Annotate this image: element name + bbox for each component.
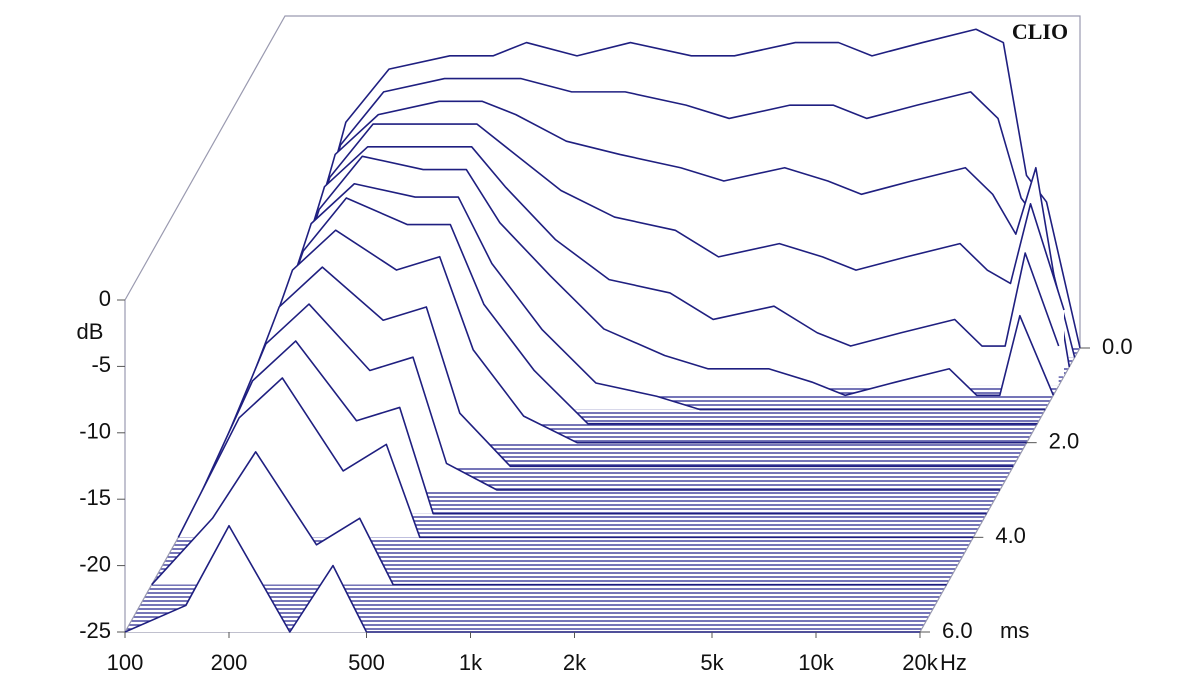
- slice-line: [249, 182, 1046, 411]
- slice-line: [273, 100, 1071, 368]
- slice-line: [204, 303, 1000, 491]
- slice-line: [217, 266, 1014, 468]
- slice-line: [268, 123, 1065, 377]
- slice-fill: [125, 525, 920, 632]
- x-unit: Hz: [940, 650, 967, 675]
- slice-line: [241, 197, 1038, 425]
- y-tick-label: -25: [79, 618, 111, 643]
- slice-line: [278, 77, 1076, 358]
- x-tick-label: 500: [348, 650, 385, 675]
- slice-line: [230, 229, 1027, 444]
- y-tick-label: -5: [91, 352, 111, 377]
- x-tick-label: 1k: [459, 650, 483, 675]
- y-tick-label: -15: [79, 485, 111, 510]
- slice-fill: [178, 377, 974, 538]
- slice-line: [262, 146, 1060, 387]
- x-tick-label: 5k: [700, 650, 724, 675]
- axis-labels: 0 -5 -10 -15 -20 -25 dB 100 200 500 1k 2k 5k 10k 20k Hz…: [77, 286, 1133, 675]
- z-tick-label: 2.0: [1049, 428, 1080, 453]
- waterfall: [124, 28, 1081, 633]
- slice-line: [177, 377, 974, 539]
- z-tick-label: 6.0: [942, 618, 973, 643]
- z-tick-label: 0.0: [1102, 334, 1133, 359]
- wall-edge: [124, 15, 1081, 632]
- z-tick-label: 4.0: [995, 523, 1026, 548]
- y-unit: dB: [77, 319, 104, 344]
- x-tick-label: 10k: [798, 650, 834, 675]
- z-unit: ms: [1000, 618, 1029, 643]
- slice-line: [190, 340, 987, 515]
- slice-line: [257, 155, 1055, 397]
- y-tick-label: 0: [99, 286, 111, 311]
- slice-fill: [151, 451, 947, 585]
- slice-line: [151, 451, 947, 586]
- x-tick-label: 20k: [902, 650, 938, 675]
- x-tick-label: 100: [107, 650, 144, 675]
- x-tick-label: 200: [211, 650, 248, 675]
- x-tick-label: 2k: [563, 650, 587, 675]
- slice-line: [284, 28, 1081, 349]
- brand: CLIO: [1012, 19, 1068, 44]
- y-tick-label: -10: [79, 419, 111, 444]
- y-tick-label: -20: [79, 551, 111, 576]
